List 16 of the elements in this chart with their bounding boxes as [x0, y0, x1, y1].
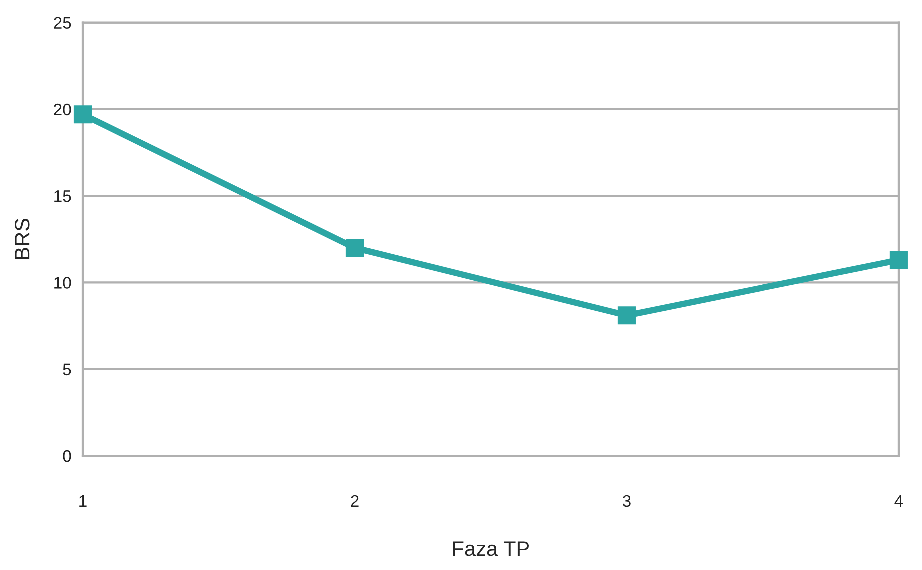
x-tick-label: 3 [622, 495, 631, 508]
point [890, 251, 908, 270]
x-axis-title: Faza TP [453, 542, 530, 556]
point [74, 106, 92, 124]
x-tick-label: 2 [351, 495, 359, 507]
y-tick-label: 15 [54, 190, 72, 202]
y-tick-label: 10 [54, 277, 72, 289]
x-tick-label: 4 [894, 496, 904, 507]
y-tick-label: 5 [63, 364, 72, 376]
y-axis-title: BRS [15, 218, 30, 260]
point [346, 239, 364, 258]
y-tick-label: 25 [54, 17, 72, 30]
x-tick-label: 1 [80, 496, 87, 507]
point [618, 306, 636, 325]
y-tick-label: 20 [54, 104, 72, 116]
y-tick-label: 0 [63, 450, 72, 462]
